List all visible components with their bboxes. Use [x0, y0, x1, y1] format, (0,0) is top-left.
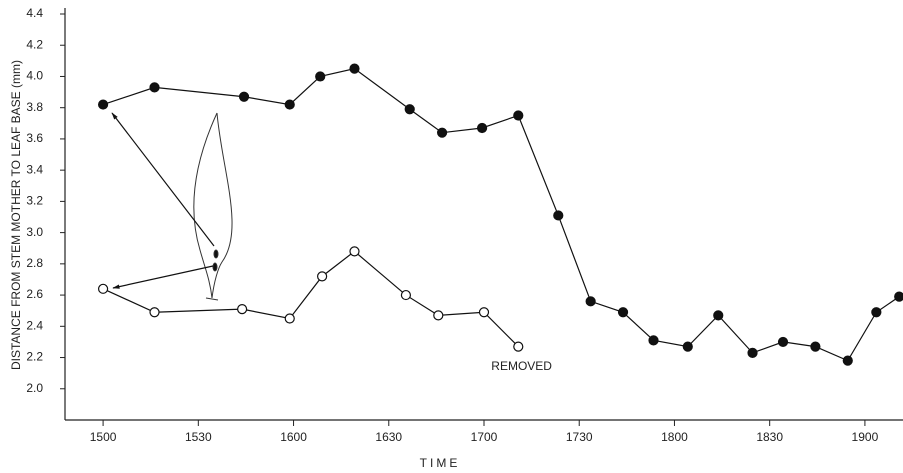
y-tick-label: 3.2	[26, 194, 43, 208]
data-point	[284, 313, 295, 324]
data-point	[404, 104, 415, 115]
data-point	[437, 127, 448, 138]
y-tick-label: 4.4	[26, 6, 43, 20]
data-point	[476, 122, 488, 134]
data-point	[682, 341, 693, 352]
data-point	[513, 341, 524, 352]
arrow	[112, 265, 214, 289]
x-tick-label: 1600	[280, 430, 307, 444]
data-point	[149, 82, 160, 93]
y-tick-label: 3.0	[26, 225, 43, 239]
series-line	[102, 250, 519, 348]
data-point	[585, 296, 596, 307]
y-tick-label: 3.8	[26, 100, 43, 114]
data-point	[871, 307, 882, 318]
y-tick-label: 4.2	[26, 37, 43, 51]
data-point	[317, 271, 328, 282]
data-point	[433, 310, 444, 321]
data-point	[284, 99, 295, 110]
data-point	[713, 310, 724, 321]
data-point	[747, 347, 758, 358]
x-axis-label: TIME	[420, 456, 461, 470]
data-point	[553, 210, 564, 221]
data-point	[617, 307, 629, 318]
y-tick-label: 2.4	[26, 318, 43, 332]
data-point	[478, 307, 490, 318]
data-point	[842, 355, 853, 366]
data-point	[149, 307, 160, 318]
y-tick-label: 2.0	[26, 381, 43, 395]
data-point	[513, 110, 524, 121]
data-point	[777, 336, 789, 348]
x-tick-label: 1500	[90, 430, 117, 444]
arrow	[111, 112, 215, 247]
x-tick-label: 1900	[852, 430, 879, 444]
data-point	[810, 341, 821, 352]
y-tick-label: 4.0	[26, 69, 43, 83]
leaf-illustration	[193, 112, 233, 301]
y-tick-label: 2.8	[26, 256, 43, 270]
x-tick-label: 1700	[471, 430, 498, 444]
y-axis-label: DISTANCE FROM STEM MOTHER TO LEAF BASE (…	[9, 60, 23, 370]
data-point	[97, 283, 109, 294]
data-point	[400, 289, 412, 301]
x-tick-label: 1630	[375, 430, 402, 444]
y-tick-label: 2.6	[26, 287, 43, 301]
annotation: REMOVED	[491, 359, 552, 373]
data-point	[349, 246, 360, 257]
data-point	[238, 91, 250, 102]
data-point	[894, 291, 903, 302]
data-point	[237, 304, 248, 315]
x-tick-label: 1530	[185, 430, 212, 444]
x-tick-label: 1730	[566, 430, 593, 444]
x-tick-label: 1800	[661, 430, 688, 444]
y-tick-label: 2.2	[26, 350, 43, 364]
y-tick-label: 3.6	[26, 131, 43, 145]
data-point	[315, 71, 326, 82]
x-tick-label: 1830	[756, 430, 783, 444]
series-line	[102, 68, 900, 362]
data-point	[648, 335, 659, 346]
y-tick-label: 3.4	[26, 162, 43, 176]
data-point	[97, 99, 109, 110]
data-point	[349, 63, 360, 74]
